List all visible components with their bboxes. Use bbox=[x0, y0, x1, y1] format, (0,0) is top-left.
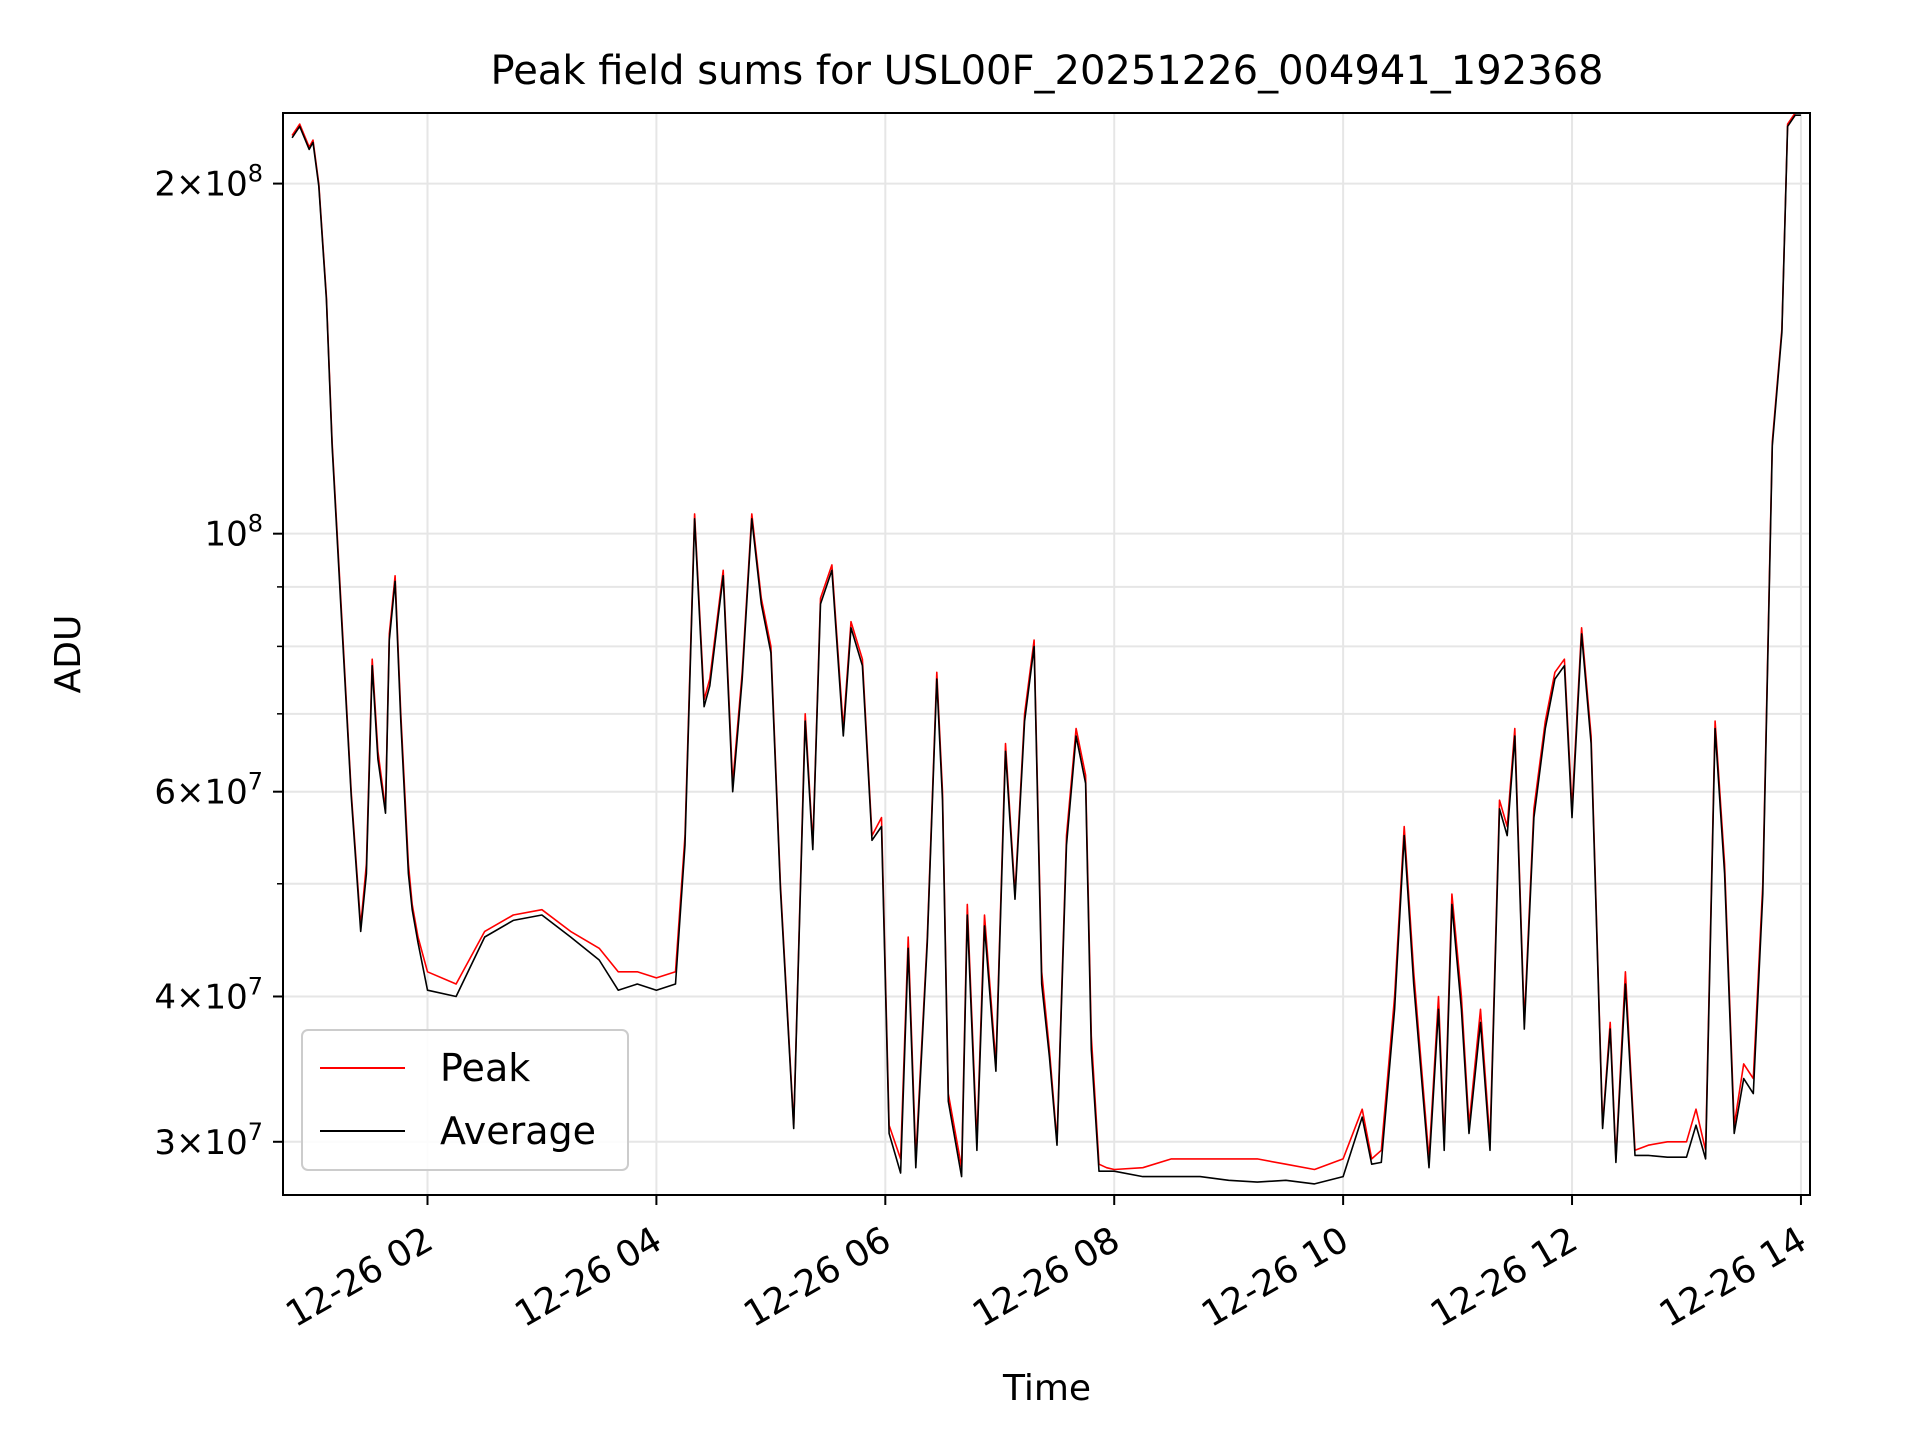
y-tick-label: 2×108 bbox=[154, 160, 263, 205]
x-axis-label: Time bbox=[1002, 1368, 1091, 1409]
chart-title: Peak field sums for USL00F_20251226_0049… bbox=[491, 48, 1604, 94]
y-axis-ticks: 3×107 4×107 6×107 108 2×108 bbox=[154, 160, 283, 1163]
series-line-average bbox=[291, 114, 1801, 1185]
legend: Peak Average bbox=[301, 1029, 629, 1171]
y-tick-label: 4×107 bbox=[154, 972, 263, 1017]
plot-frame bbox=[282, 112, 1811, 1196]
y-tick-label: 6×107 bbox=[154, 768, 263, 813]
y-tick-label: 3×107 bbox=[154, 1118, 263, 1163]
series-lines bbox=[291, 112, 1801, 1185]
legend-box bbox=[301, 1029, 629, 1171]
y-axis-label: ADU bbox=[48, 615, 89, 694]
legend-label-average: Average bbox=[440, 1109, 596, 1153]
legend-label-peak: Peak bbox=[440, 1046, 530, 1090]
y-tick-label: 108 bbox=[204, 510, 263, 555]
